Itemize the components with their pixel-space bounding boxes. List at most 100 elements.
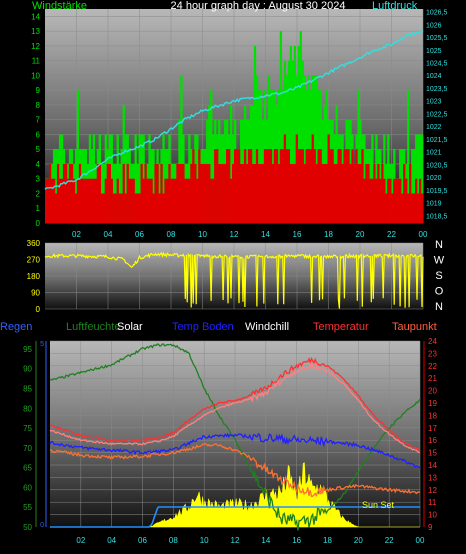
wind-gust-bar: [66, 178, 70, 223]
wind-gust-bar: [421, 193, 424, 223]
wind-speed-tick: 6: [36, 130, 41, 139]
pressure-tick: 1020,5: [426, 162, 448, 169]
wind-gust-bar: [379, 178, 382, 223]
temperature-tick: 12: [428, 486, 437, 495]
legend-item: Temp Boden: [172, 321, 234, 333]
wind-gust-bar: [325, 163, 328, 223]
wind-gust-bar: [315, 163, 318, 223]
wind-gust-bar: [335, 163, 338, 223]
wind-speed-bar: [74, 149, 78, 223]
wind-direction-line: [44, 251, 424, 309]
wind-gust-bar: [208, 163, 211, 223]
wind-speed-bar: [253, 45, 257, 224]
pressure-tick: 1023,5: [426, 86, 448, 93]
wind-speed-bar: [301, 60, 304, 223]
wind-speed-tick: 13: [31, 27, 40, 36]
wind-gust-bar: [116, 178, 119, 223]
wind-gust-bar: [56, 163, 60, 223]
series-line-luftfeuchte: [49, 343, 421, 531]
wind-speed-bar: [259, 90, 263, 223]
wind-gust-bar: [182, 163, 185, 223]
wind-gust-bar: [359, 163, 362, 223]
wind-gust-bar: [265, 149, 269, 223]
series-line-temperatur: [49, 356, 421, 452]
time-tick: 14: [261, 230, 270, 239]
wind-gust-bar: [287, 149, 291, 223]
temperature-tick: 15: [428, 449, 437, 458]
time-tick: 00: [419, 230, 428, 239]
wind-gust-bar: [60, 178, 64, 223]
wind-gust-bar: [82, 178, 86, 223]
wind-gust-bar: [164, 178, 167, 223]
wind-gust-bar: [311, 134, 314, 223]
wind-speed-bar: [417, 134, 420, 223]
wind-gust-bar: [305, 149, 308, 223]
wind-gust-bar: [216, 149, 219, 223]
wind-direction-tick: 180: [27, 272, 41, 281]
wind-gust-bar: [132, 178, 135, 223]
wind-gust-bar: [291, 163, 294, 223]
time-tick: 06: [138, 536, 147, 545]
wind-direction-tick: 270: [27, 256, 41, 265]
wind-speed-tick: 14: [31, 12, 40, 21]
time-tick: 02: [76, 536, 85, 545]
time-tick: 22: [387, 230, 396, 239]
wind-gust-bar: [267, 149, 271, 223]
wind-gust-bar: [337, 149, 340, 223]
humidity-tick: 65: [23, 464, 32, 473]
wind-gust-bar: [45, 178, 48, 223]
time-tick: 16: [293, 230, 302, 239]
series-line-windchill: [49, 362, 421, 454]
wind-speed-tick: 8: [36, 101, 41, 110]
wind-speed-bar: [279, 31, 283, 223]
wind-gust-bar: [321, 163, 324, 223]
wind-gust-bar: [64, 163, 68, 223]
wind-gust-bar: [247, 149, 251, 223]
wind-gust-bar: [323, 163, 326, 223]
wind-gust-bar: [357, 163, 360, 223]
pressure-tick: 1026: [426, 22, 442, 29]
wind-gust-bar: [375, 178, 378, 223]
time-tick: 08: [169, 536, 178, 545]
series-line-taupunkt: [49, 443, 421, 498]
pressure-tick: 1025,5: [426, 35, 448, 42]
wind-gust-bar: [150, 178, 153, 223]
climate-lines: [49, 343, 421, 531]
wind-gust-bar: [126, 163, 129, 223]
wind-gust-bar: [190, 163, 193, 223]
time-tick: 06: [135, 230, 144, 239]
wind-gust-bar: [226, 149, 229, 223]
wind-gust-bar: [92, 178, 96, 223]
wind-gust-bar: [319, 149, 322, 223]
wind-speed-bar: [152, 149, 155, 223]
wind-gust-bar: [206, 163, 209, 223]
wind-gust-bar: [128, 178, 131, 223]
wind-direction-trace: [44, 251, 424, 309]
compass-letter: N: [435, 239, 443, 251]
temperature-tick: 23: [428, 349, 437, 358]
wind-gust-bar: [124, 193, 127, 223]
wind-gust-bar: [373, 163, 376, 223]
wind-speed-bar: [325, 90, 328, 223]
wind-gust-bar: [156, 163, 159, 223]
wind-gust-bar: [232, 163, 235, 223]
wind-gust-bar: [68, 163, 72, 223]
wind-direction-axis: 0 90 180 270 360: [27, 239, 41, 314]
wind-speed-bar: [413, 149, 416, 223]
pressure-tick: 1020: [426, 175, 442, 182]
humidity-tick: 75: [23, 424, 32, 433]
wind-speed-bar: [287, 60, 291, 223]
wind-speed-bar: [124, 134, 127, 223]
wind-gust-bar: [130, 178, 133, 223]
wind-gust-bar: [98, 163, 102, 223]
wind-gust-bar: [257, 163, 261, 223]
wind-speed-tick: 10: [31, 71, 40, 80]
pressure-tick: 1024: [426, 73, 442, 80]
wind-gust-bar: [74, 193, 78, 223]
wind-gust-bar: [158, 193, 161, 223]
wind-gust-bar: [112, 193, 115, 223]
compass-letter: O: [435, 286, 444, 298]
temperature-tick: 18: [428, 411, 437, 420]
